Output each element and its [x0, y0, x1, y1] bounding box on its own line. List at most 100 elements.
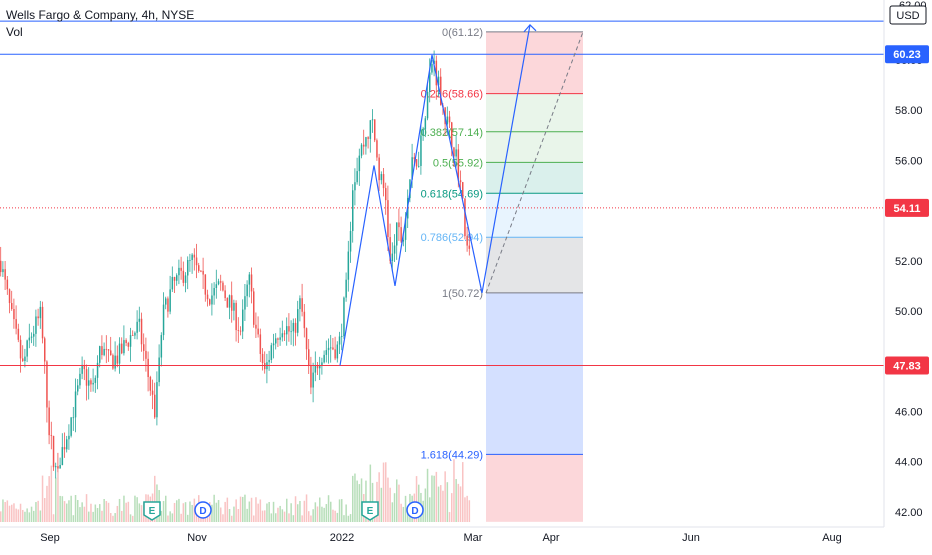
- drawings: [0, 20, 884, 366]
- candle-body: [281, 333, 284, 338]
- candle-body: [294, 322, 297, 333]
- earnings-icon: [361, 501, 379, 521]
- candle-body: [63, 447, 66, 450]
- volume-bar: [319, 497, 321, 522]
- candle-body: [257, 328, 259, 335]
- volume-bar: [305, 494, 308, 522]
- candle-body: [129, 335, 132, 347]
- volume-bar: [189, 501, 191, 522]
- candle-body: [156, 382, 158, 418]
- volume-bar: [250, 497, 253, 522]
- volume-bar: [259, 499, 262, 522]
- dividend-marker[interactable]: D: [406, 501, 424, 519]
- candle-body: [160, 335, 163, 358]
- volume-bar: [50, 465, 53, 522]
- candle-body: [420, 135, 422, 166]
- volume-bar: [79, 507, 81, 522]
- candle-body: [24, 356, 26, 362]
- volume-bar: [59, 495, 61, 522]
- candle-body: [464, 198, 466, 237]
- candle-body: [220, 281, 222, 283]
- volume-bar: [455, 479, 457, 522]
- candle-body: [288, 326, 290, 332]
- volume-bar: [277, 507, 279, 522]
- time-tick: Aug: [822, 532, 842, 544]
- volume-bar: [448, 512, 451, 522]
- candle-body: [380, 174, 383, 181]
- volume-bar: [226, 497, 229, 522]
- volume-bar: [211, 504, 213, 522]
- time-tick: Sep: [40, 532, 60, 544]
- price-tick: 42.00: [895, 507, 923, 519]
- candle-body: [39, 306, 42, 319]
- volume-bar: [270, 513, 273, 522]
- candle-body: [242, 309, 244, 332]
- candle-body: [173, 276, 176, 281]
- volume-bar: [437, 486, 440, 522]
- candle-body: [334, 349, 336, 359]
- candle-body: [209, 299, 211, 305]
- price-axis[interactable]: 42.0044.0046.0048.0050.0052.0054.0056.00…: [895, 55, 923, 519]
- volume-bar: [222, 514, 224, 522]
- candle-body: [22, 358, 24, 362]
- candle-body: [297, 309, 299, 333]
- candle-body: [110, 350, 112, 356]
- earnings-marker[interactable]: E: [361, 501, 379, 521]
- volume-bar: [92, 511, 94, 522]
- candle-body: [121, 343, 123, 354]
- volume-bar: [134, 495, 136, 522]
- currency-badge[interactable]: [889, 5, 927, 25]
- candle-body: [228, 295, 231, 308]
- candle-body: [367, 137, 369, 139]
- volume-bar: [407, 508, 409, 522]
- volume-bar: [110, 513, 112, 522]
- volume-label: Vol: [6, 25, 23, 39]
- candle-body: [211, 295, 213, 305]
- volume-bar: [178, 498, 180, 522]
- candle-body: [114, 355, 116, 369]
- volume-bar: [127, 501, 130, 522]
- candle-body: [162, 304, 165, 336]
- volume-bar: [233, 506, 235, 522]
- price-tag: [885, 45, 929, 64]
- candle-body: [369, 120, 372, 139]
- candle-body: [158, 357, 160, 383]
- event-marker-letter: D: [199, 506, 206, 517]
- price-tick: 56.00: [895, 155, 923, 167]
- volume-bar: [112, 515, 114, 522]
- candle-body: [277, 338, 279, 340]
- candle-body: [393, 245, 396, 254]
- candle-body: [204, 274, 207, 295]
- event-marker-letter: E: [149, 506, 156, 517]
- candle-body: [310, 365, 312, 388]
- candle-body: [321, 362, 323, 366]
- candle-body: [250, 274, 253, 292]
- candle-body: [90, 380, 92, 385]
- volume-bar: [237, 509, 240, 522]
- earnings-marker[interactable]: E: [143, 501, 161, 521]
- dividend-marker[interactable]: D: [194, 501, 212, 519]
- volume-bar: [288, 513, 290, 522]
- time-axis[interactable]: Sep Nov 2022 Mar Apr Jun Aug: [40, 532, 842, 544]
- candle-body: [389, 237, 391, 261]
- candle-body: [233, 302, 235, 311]
- volume-bar: [338, 499, 341, 522]
- candle-body: [8, 289, 11, 304]
- price-tag: [885, 356, 929, 375]
- candle-body: [446, 116, 449, 125]
- candle-body: [239, 330, 242, 332]
- volume-bar: [415, 476, 418, 522]
- candle-body: [343, 297, 345, 337]
- volume-bar: [118, 498, 121, 522]
- candle-body: [88, 380, 90, 386]
- candle-body: [200, 270, 202, 272]
- volume-bar: [444, 471, 446, 522]
- volume-bar: [220, 507, 222, 522]
- candle-body: [35, 316, 37, 334]
- volume-bar: [462, 462, 464, 522]
- volume-bar: [244, 494, 246, 522]
- candle-body: [231, 295, 233, 311]
- volume-bar: [400, 503, 402, 522]
